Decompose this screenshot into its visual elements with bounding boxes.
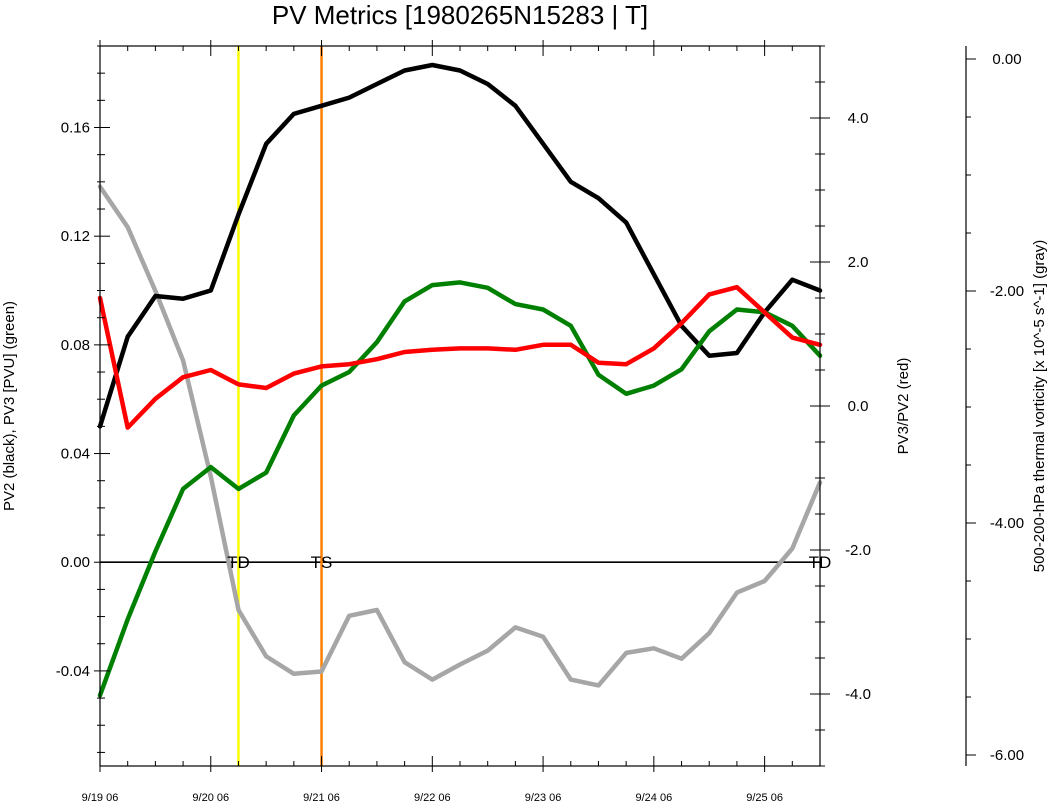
right-tick-label-2: 0.0 — [848, 398, 869, 415]
plot-frame — [99, 45, 821, 767]
left-axis-label: PV2 (black), PV3 [PVU] (green) — [1, 301, 18, 511]
x-tick-label-3: 9/22 06 — [414, 792, 451, 804]
left-tick-label-3: 0.08 — [61, 337, 90, 354]
plot-layer: TD TS TD — [97, 46, 831, 766]
right-axis-label: PV3/PV2 (red) — [895, 358, 912, 455]
left-tick-label-4: 0.12 — [61, 228, 90, 245]
axes-layer: 9/19 06 9/20 06 9/21 06 9/22 06 9/23 06 9/24 … — [56, 40, 1024, 804]
far-right-tick-label-2: -2.00 — [990, 283, 1024, 300]
left-tick-label-5: 0.16 — [61, 120, 90, 137]
right-tick-label-1: -2.0 — [845, 542, 871, 559]
series-line-3 — [97, 184, 823, 688]
right-tick-label-0: -4.0 — [845, 686, 871, 703]
far-right-axis-label: 500-200-hPa thermal vorticity [x 10^-5 s… — [1031, 240, 1048, 573]
event-label-1: TS — [311, 553, 333, 572]
event-label-0: TD — [227, 553, 250, 572]
x-tick-label-2: 9/21 06 — [303, 792, 340, 804]
right-tick-label-4: 4.0 — [848, 110, 869, 127]
far-right-tick-label-0: -6.00 — [990, 747, 1024, 764]
left-tick-label-0: -0.04 — [56, 663, 90, 680]
series-line-2 — [97, 284, 823, 430]
chart-title: PV Metrics [1980265N15283 | T] — [272, 0, 648, 30]
left-tick-label-2: 0.04 — [61, 446, 90, 463]
left-tick-label-1: 0.00 — [61, 554, 90, 571]
x-tick-label-4: 9/23 06 — [525, 792, 562, 804]
x-tick-label-1: 9/20 06 — [192, 792, 229, 804]
x-tick-label-5: 9/24 06 — [635, 792, 672, 804]
series-line-1 — [97, 280, 823, 698]
x-tick-label-0: 9/19 06 — [82, 792, 119, 804]
far-right-tick-label-1: -4.00 — [990, 515, 1024, 532]
x-tick-label-6: 9/25 06 — [746, 792, 783, 804]
right-tick-label-3: 2.0 — [848, 254, 869, 271]
far-right-tick-label-3: 0.00 — [992, 51, 1021, 68]
